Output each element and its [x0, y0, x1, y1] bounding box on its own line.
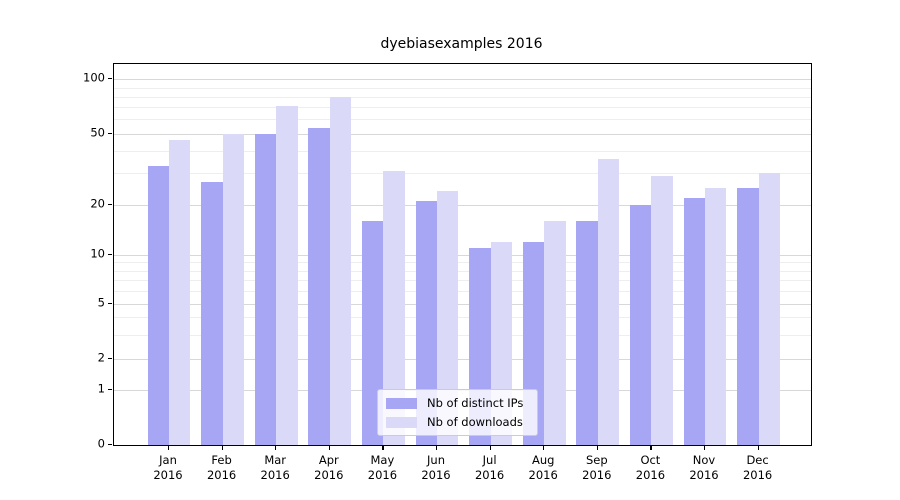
bar-may-downloads: [383, 170, 405, 445]
minor-gridline: [114, 87, 811, 89]
x-tick-label-dec: Dec 2016: [742, 453, 773, 482]
x-tick-mark: [650, 446, 652, 450]
bar-aug-downloads: [544, 221, 566, 445]
bar-jun-distinct-ips: [415, 201, 437, 445]
minor-gridline: [114, 119, 811, 121]
y-tick-mark: [108, 132, 112, 134]
x-tick-mark: [757, 446, 759, 450]
major-gridline: [114, 359, 811, 360]
bar-jun-downloads: [437, 190, 459, 445]
y-tick-label: 5: [97, 295, 105, 310]
x-tick-mark: [543, 446, 545, 450]
chart-title: dyebiasexamples 2016: [380, 36, 543, 52]
bar-apr-downloads: [329, 96, 352, 445]
minor-gridline: [114, 270, 811, 272]
x-tick-label-feb: Feb 2016: [206, 453, 237, 482]
minor-gridline: [114, 96, 811, 98]
x-tick-mark: [168, 446, 170, 450]
x-tick-label-apr: Apr 2016: [314, 453, 344, 482]
minor-gridline: [114, 280, 811, 282]
y-tick-label: 2: [97, 350, 105, 365]
y-tick-mark: [108, 254, 112, 256]
x-tick-label-jan: Jan 2016: [153, 453, 183, 482]
y-tick-mark: [108, 358, 112, 360]
minor-gridline: [114, 151, 811, 153]
x-tick-mark: [275, 446, 277, 450]
bar-sep-downloads: [597, 159, 620, 445]
plot-area: Nb of distinct IPs Nb of downloads: [113, 63, 812, 446]
x-tick-mark: [382, 446, 384, 450]
x-tick-label-nov: Nov 2016: [689, 453, 719, 482]
minor-gridline: [114, 173, 811, 175]
x-tick-mark: [436, 446, 438, 450]
bar-apr-distinct-ips: [308, 127, 330, 445]
major-gridline: [114, 304, 811, 305]
bar-jan-downloads: [169, 140, 191, 445]
bar-oct-downloads: [651, 176, 673, 445]
bar-feb-distinct-ips: [201, 181, 223, 445]
legend-item-distinct-ips: Nb of distinct IPs: [386, 396, 527, 410]
bar-sep-distinct-ips: [576, 221, 598, 445]
minor-gridline: [114, 262, 811, 264]
minor-gridline: [114, 291, 811, 293]
major-gridline: [114, 255, 811, 256]
x-tick-mark: [328, 446, 330, 450]
x-tick-label-mar: Mar 2016: [260, 453, 290, 482]
major-gridline: [114, 79, 811, 81]
y-tick-label: 1: [97, 381, 105, 396]
y-tick-mark: [108, 389, 112, 391]
bar-oct-distinct-ips: [630, 205, 652, 445]
y-tick-label: 100: [83, 70, 105, 85]
y-tick-mark: [108, 303, 112, 305]
x-tick-label-oct: Oct 2016: [635, 453, 666, 482]
bar-dec-downloads: [758, 173, 780, 445]
legend-item-downloads: Nb of downloads: [386, 415, 527, 429]
y-tick-label: 10: [90, 246, 105, 261]
y-tick-label: 0: [97, 436, 105, 451]
y-tick-label: 20: [90, 196, 105, 211]
legend-label-downloads: Nb of downloads: [427, 415, 523, 429]
x-tick-mark: [221, 446, 223, 450]
x-tick-label-jul: Jul 2016: [474, 453, 505, 482]
y-tick-label: 50: [90, 124, 105, 139]
x-tick-mark: [704, 446, 706, 450]
x-tick-mark: [596, 446, 598, 450]
major-gridline: [114, 205, 811, 206]
bar-mar-distinct-ips: [254, 133, 277, 445]
minor-gridline: [114, 107, 811, 109]
bar-nov-distinct-ips: [683, 197, 705, 445]
x-tick-label-aug: Aug 2016: [528, 453, 558, 482]
x-tick-label-may: May 2016: [367, 453, 398, 482]
legend-swatch-distinct-ips: [386, 397, 417, 409]
bar-jan-distinct-ips: [147, 166, 169, 445]
bar-nov-downloads: [705, 187, 727, 445]
major-gridline: [114, 133, 811, 135]
legend-swatch-downloads: [386, 416, 417, 428]
legend-label-distinct-ips: Nb of distinct IPs: [427, 396, 524, 410]
bar-mar-downloads: [276, 106, 298, 445]
x-tick-label-sep: Sep 2016: [582, 453, 612, 482]
legend: Nb of distinct IPs Nb of downloads: [377, 389, 539, 436]
bar-feb-downloads: [222, 133, 244, 445]
minor-gridline: [114, 334, 811, 336]
x-tick-label-jun: Jun 2016: [421, 453, 451, 482]
y-tick-mark: [108, 78, 112, 80]
x-tick-mark: [489, 446, 491, 450]
y-tick-mark: [108, 444, 112, 446]
y-tick-mark: [108, 204, 112, 206]
bar-dec-distinct-ips: [737, 187, 759, 445]
minor-gridline: [114, 317, 811, 319]
